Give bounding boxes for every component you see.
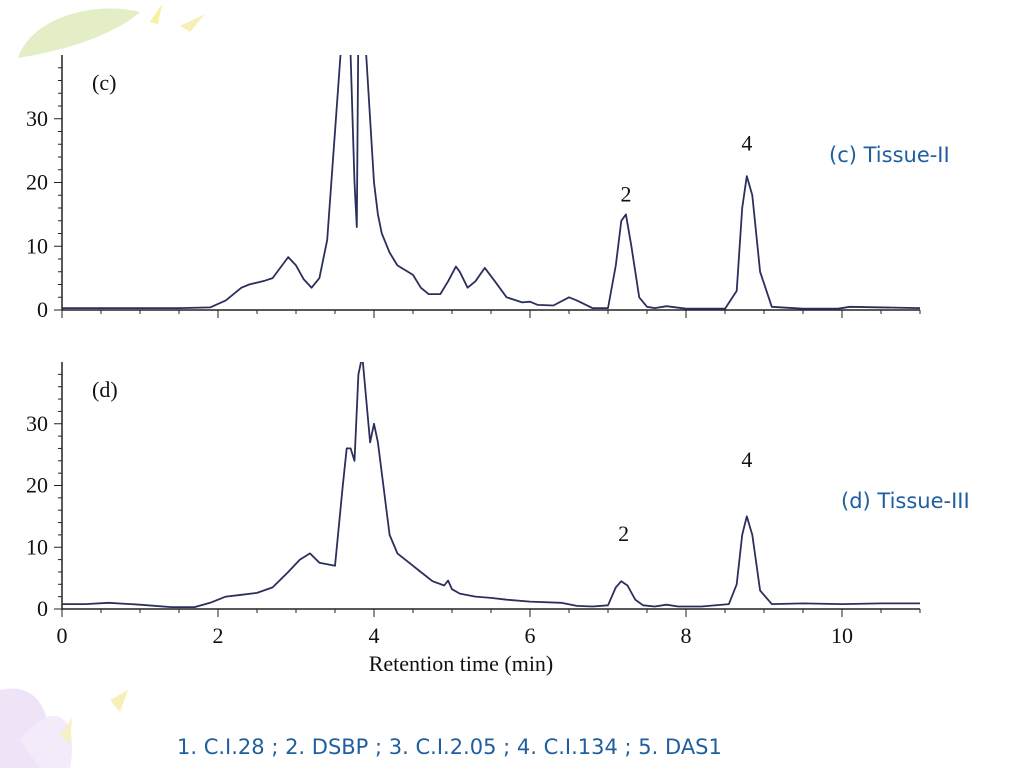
y-tick-label: 20	[26, 473, 48, 498]
y-tick-label: 20	[26, 170, 48, 195]
x-axis-title: Retention time (min)	[369, 651, 554, 676]
peak-label: 4	[741, 131, 752, 156]
chromatogram-trace-d	[62, 362, 920, 608]
chromatogram-trace-c	[62, 55, 920, 310]
panel-label: (d)	[92, 377, 118, 402]
yellow-spark-shape	[150, 4, 162, 24]
x-tick-label: 8	[681, 623, 692, 648]
peak-label: 4	[741, 447, 752, 472]
yellow-spark-shape-2	[180, 14, 205, 32]
yellow-spark-shape-4	[60, 718, 72, 745]
y-tick-label: 0	[37, 596, 48, 621]
caption-tissue-iii: (d) Tissue-III	[841, 489, 970, 513]
yellow-spark-shape-3	[110, 690, 128, 712]
compound-legend-line: 1. C.I.28 ; 2. DSBP ; 3. C.I.2.05 ; 4. C…	[177, 735, 722, 759]
green-leaf-shape	[18, 8, 140, 58]
y-tick-label: 10	[26, 534, 48, 559]
x-tick-label: 6	[525, 623, 536, 648]
peak-label: 2	[620, 182, 631, 207]
y-tick-label: 0	[37, 297, 48, 322]
x-tick-label: 2	[213, 623, 224, 648]
y-tick-label: 30	[26, 106, 48, 131]
x-tick-label: 10	[831, 623, 853, 648]
purple-swirl-shape-2	[20, 715, 72, 768]
x-tick-label: 0	[57, 623, 68, 648]
peak-label: 2	[618, 521, 629, 546]
panel-label: (c)	[92, 70, 116, 95]
y-tick-label: 30	[26, 411, 48, 436]
x-tick-label: 4	[369, 623, 380, 648]
y-tick-label: 10	[26, 233, 48, 258]
caption-tissue-ii: (c) Tissue-II	[829, 143, 950, 167]
